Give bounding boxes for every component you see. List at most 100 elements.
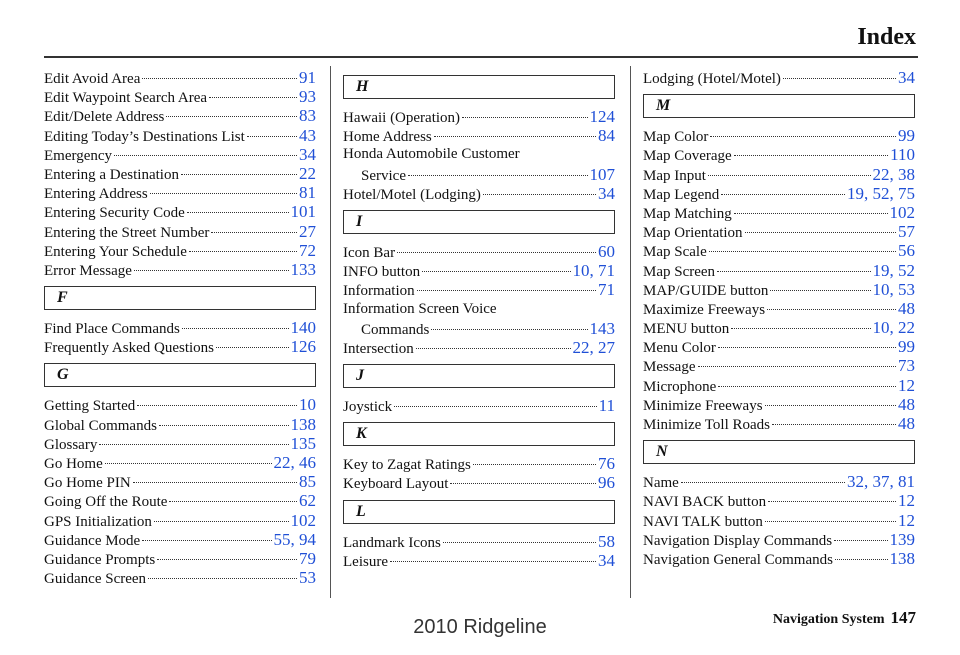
index-entry: Glossary 135 <box>44 434 316 453</box>
page-reference[interactable]: 10, 53 <box>872 279 916 299</box>
page-reference[interactable]: 138 <box>290 414 317 434</box>
page-reference[interactable]: 91 <box>299 68 316 87</box>
entry-term: Map Orientation <box>643 225 743 242</box>
entry-line: Keyboard Layout 96 <box>343 473 615 492</box>
page-reference[interactable]: 19, 52 <box>872 260 916 280</box>
entry-term: Edit Waypoint Search Area <box>44 90 208 107</box>
page-reference[interactable]: 48 <box>898 394 915 414</box>
page-reference[interactable]: 12 <box>898 375 915 395</box>
entry-line: Emergency 34 <box>44 145 316 164</box>
page-reference[interactable]: 34 <box>299 144 316 164</box>
page-reference[interactable]: 83 <box>299 106 316 126</box>
dot-leader <box>169 501 297 503</box>
entry-line: Entering the Street Number 27 <box>44 222 316 241</box>
page-reference[interactable]: 22, 38 <box>872 164 916 184</box>
page-reference[interactable]: 84 <box>598 126 615 146</box>
page-reference[interactable]: 12 <box>898 491 915 511</box>
dot-leader <box>407 174 588 176</box>
page-reference[interactable]: 22, 46 <box>273 453 317 472</box>
page-reference[interactable]: 10 <box>299 395 316 415</box>
page-reference[interactable]: 143 <box>589 318 616 338</box>
page-reference[interactable]: 48 <box>898 298 915 318</box>
page-reference[interactable]: 22 <box>299 163 316 183</box>
page-reference[interactable]: 32, 37, 81 <box>847 472 915 492</box>
page-reference[interactable]: 96 <box>598 473 615 493</box>
entry-line: Microphone 12 <box>643 376 915 395</box>
page-reference[interactable]: 34 <box>598 550 615 570</box>
entry-term: Entering Your Schedule <box>44 243 187 260</box>
dot-leader <box>389 560 596 562</box>
section-header: M <box>643 94 915 119</box>
dot-leader <box>133 269 289 271</box>
index-entry: Entering Security Code 101 <box>44 202 316 221</box>
index-entry: INFO button 10, 71 <box>343 261 615 280</box>
page-reference[interactable]: 22, 27 <box>572 337 616 357</box>
index-entry: Menu Color 99 <box>643 337 915 356</box>
section-header: J <box>343 364 615 389</box>
entry-line: Editing Today’s Destinations List 43 <box>44 126 316 145</box>
dot-leader <box>680 482 845 484</box>
entry-line: GPS Initialization 102 <box>44 511 316 530</box>
index-entry: Name 32, 37, 81 <box>643 472 915 491</box>
page-reference[interactable]: 135 <box>290 433 317 453</box>
page-reference[interactable]: 107 <box>589 164 616 184</box>
page-reference[interactable]: 101 <box>290 202 317 222</box>
entry-line: Intersection 22, 27 <box>343 338 615 357</box>
page-reference[interactable]: 27 <box>299 221 316 241</box>
page-reference[interactable]: 124 <box>589 107 616 126</box>
page-reference[interactable]: 139 <box>889 529 916 549</box>
page-reference[interactable]: 10, 71 <box>572 261 616 281</box>
page-reference[interactable]: 138 <box>889 548 916 568</box>
dot-leader <box>697 366 896 368</box>
entry-term: Name <box>643 475 679 492</box>
page-reference[interactable]: 79 <box>299 548 316 568</box>
page-reference[interactable]: 126 <box>290 337 317 357</box>
entry-term: Navigation Display Commands <box>643 532 833 549</box>
page-reference[interactable]: 72 <box>299 240 316 260</box>
page-reference[interactable]: 99 <box>898 126 915 146</box>
entry-line: Glossary 135 <box>44 434 316 453</box>
page-reference[interactable]: 81 <box>299 183 316 203</box>
page-reference[interactable]: 62 <box>299 491 316 511</box>
entry-line: Maximize Freeways 48 <box>643 299 915 318</box>
page-reference[interactable]: 34 <box>898 68 915 87</box>
page-reference[interactable]: 34 <box>598 183 615 203</box>
page-reference[interactable]: 11 <box>598 396 615 416</box>
page-reference[interactable]: 73 <box>898 356 915 376</box>
page-reference[interactable]: 140 <box>290 318 317 338</box>
index-entry: Frequently Asked Questions 126 <box>44 337 316 356</box>
page-reference[interactable]: 55, 94 <box>273 529 317 549</box>
index-entry: Navigation General Commands 138 <box>643 549 915 568</box>
index-entry: Lodging (Hotel/Motel) 34 <box>643 68 915 87</box>
dot-leader <box>114 154 297 156</box>
entry-term: Guidance Prompts <box>44 551 156 568</box>
page-reference[interactable]: 60 <box>598 241 615 261</box>
page-reference[interactable]: 110 <box>890 145 915 165</box>
page-reference[interactable]: 93 <box>299 87 316 107</box>
page-reference[interactable]: 133 <box>290 259 317 279</box>
page-reference[interactable]: 12 <box>898 510 915 530</box>
page-reference[interactable]: 53 <box>299 568 316 588</box>
page-reference[interactable]: 57 <box>898 222 915 242</box>
page-reference[interactable]: 71 <box>598 280 615 300</box>
dot-leader <box>416 290 596 292</box>
page-reference[interactable]: 10, 22 <box>872 318 916 338</box>
page-reference[interactable]: 102 <box>290 510 317 530</box>
page-reference[interactable]: 19, 52, 75 <box>847 183 915 203</box>
page-reference[interactable]: 58 <box>598 531 615 551</box>
page-reference[interactable]: 85 <box>299 472 316 492</box>
page-reference[interactable]: 43 <box>299 125 316 145</box>
dot-leader <box>782 78 896 79</box>
entry-term: Entering a Destination <box>44 166 179 183</box>
page-reference[interactable]: 102 <box>889 202 916 222</box>
entry-line: Icon Bar 60 <box>343 242 615 261</box>
entry-term: Map Legend <box>643 186 720 203</box>
page-reference[interactable]: 56 <box>898 241 915 261</box>
entry-term: Hawaii (Operation) <box>343 110 461 126</box>
entry-term: Joystick <box>343 399 393 416</box>
page-reference[interactable]: 76 <box>598 454 615 474</box>
entry-term: NAVI TALK button <box>643 513 763 530</box>
page-reference[interactable]: 99 <box>898 337 915 357</box>
page-reference[interactable]: 48 <box>898 414 915 433</box>
index-entry: Minimize Freeways 48 <box>643 395 915 414</box>
